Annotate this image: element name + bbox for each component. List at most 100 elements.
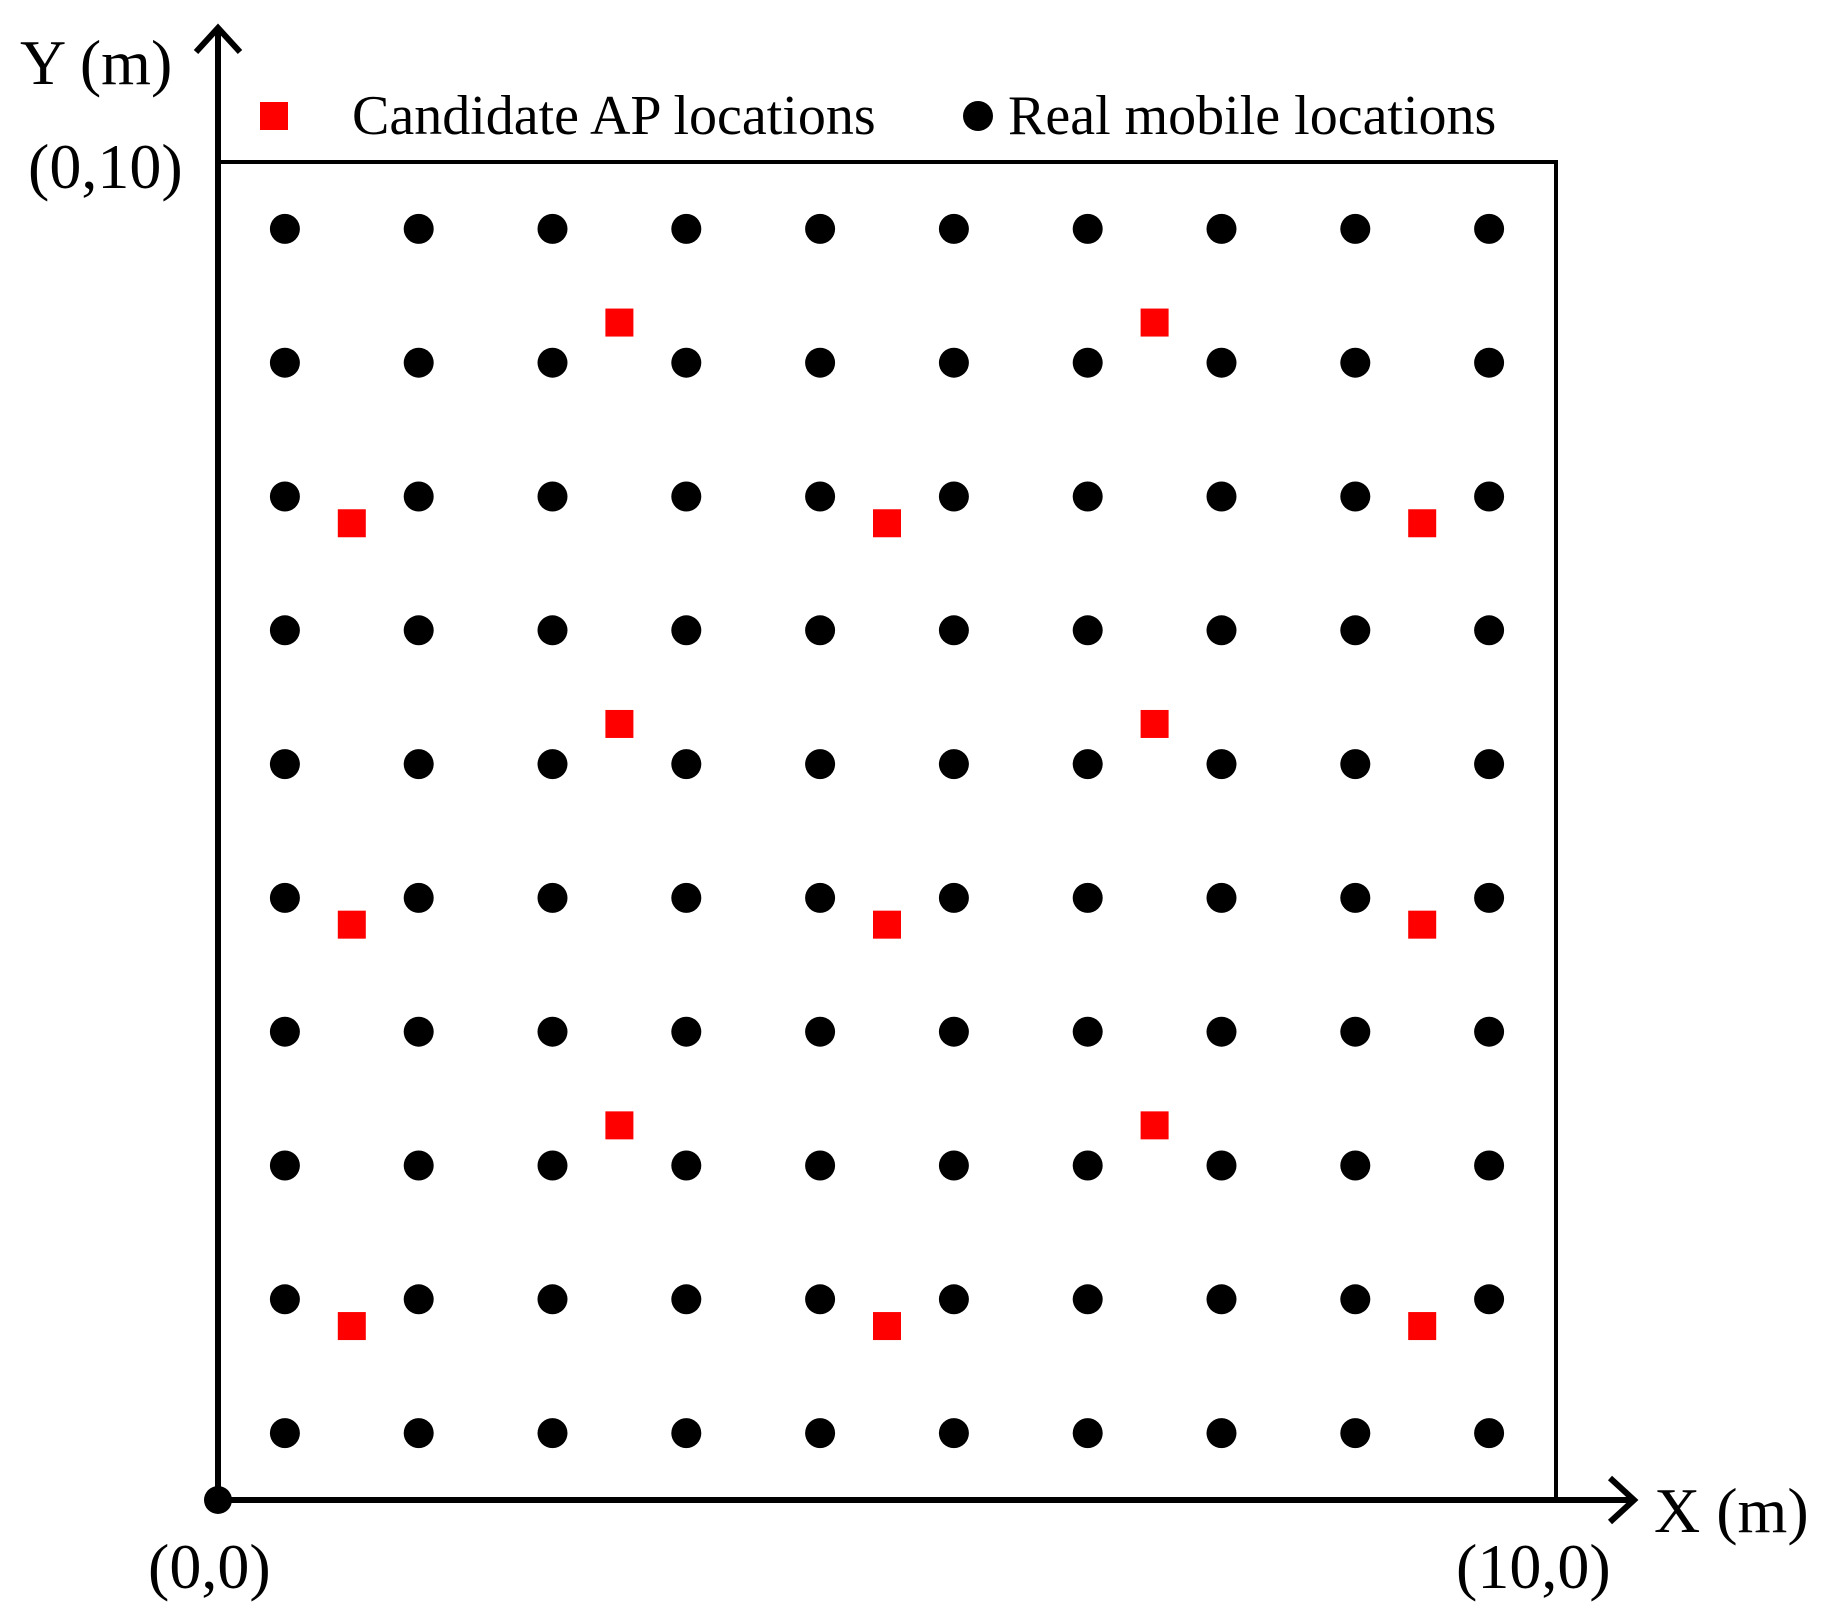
mobile-location-dot <box>1340 1418 1371 1449</box>
ap-location-square <box>605 709 634 738</box>
y-axis-label: Y (m) <box>20 27 172 98</box>
mobile-location-dot <box>537 749 568 780</box>
legend: Candidate AP locations Real mobile locat… <box>260 85 1496 147</box>
mobile-location-dot <box>1474 1284 1505 1315</box>
mobile-location-dot <box>1340 347 1371 378</box>
mobile-location-dot <box>1072 347 1103 378</box>
mobile-location-dot <box>1206 1418 1237 1449</box>
mobile-location-dot <box>805 347 836 378</box>
ap-location-square <box>337 910 366 939</box>
legend-ap-label: Candidate AP locations <box>352 85 876 147</box>
ap-location-square <box>873 1312 901 1341</box>
mobile-location-dot <box>537 615 568 646</box>
mobile-location-dot <box>269 213 300 244</box>
mobile-location-dot <box>671 1418 702 1449</box>
legend-ap-swatch <box>260 102 288 130</box>
ap-location-square <box>1408 1312 1437 1341</box>
mobile-location-dot <box>671 1016 702 1047</box>
mobile-location-dot <box>1072 213 1103 244</box>
mobile-location-dot <box>403 213 434 244</box>
mobile-location-dot <box>671 615 702 646</box>
mobile-location-dot <box>537 882 568 913</box>
mobile-location-dot <box>1206 1284 1237 1315</box>
mobile-location-dot <box>1474 481 1505 512</box>
mobile-location-dot <box>1206 882 1237 913</box>
mobile-location-dot <box>1072 481 1103 512</box>
ap-location-square <box>873 509 901 538</box>
mobile-location-dot <box>1072 1150 1103 1181</box>
legend-mobile-label: Real mobile locations <box>1008 85 1496 147</box>
mobile-location-dot <box>403 749 434 780</box>
mobile-location-dot <box>1340 749 1371 780</box>
mobile-location-dot <box>1474 615 1505 646</box>
mobile-location-dot <box>671 1284 702 1315</box>
mobile-location-dot <box>1474 1418 1505 1449</box>
mobile-location-dot <box>403 1418 434 1449</box>
mobile-location-dot <box>938 213 969 244</box>
mobile-location-dot <box>403 481 434 512</box>
mobile-location-dot <box>537 1016 568 1047</box>
mobile-location-dot <box>269 1150 300 1181</box>
mobile-location-dot <box>671 347 702 378</box>
mobile-location-dot <box>1340 882 1371 913</box>
mobile-location-dot <box>805 481 836 512</box>
x-max-label: (10,0) <box>1456 1531 1611 1602</box>
mobile-location-dot <box>269 749 300 780</box>
y-max-label: (0,10) <box>28 131 183 202</box>
x-axis-arrowhead <box>1607 1475 1639 1525</box>
mobile-location-dot <box>1072 882 1103 913</box>
mobile-location-dot <box>938 882 969 913</box>
mobile-location-dot <box>537 1418 568 1449</box>
mobile-location-dot <box>1072 615 1103 646</box>
mobile-location-dot <box>938 347 969 378</box>
ap-location-square <box>1140 1111 1169 1140</box>
y-axis-arrowhead <box>193 23 243 55</box>
mobile-location-dot <box>403 1284 434 1315</box>
mobile-location-dot <box>269 1016 300 1047</box>
mobile-location-dot <box>805 1284 836 1315</box>
mobile-location-dot <box>938 1284 969 1315</box>
mobile-location-dot <box>938 1016 969 1047</box>
mobile-location-dot <box>1474 213 1505 244</box>
mobile-location-dot <box>805 1016 836 1047</box>
mobile-location-dot <box>805 882 836 913</box>
mobile-location-dot <box>1340 615 1371 646</box>
mobile-location-dot <box>671 749 702 780</box>
mobile-location-dot <box>1072 1418 1103 1449</box>
mobile-location-dot <box>269 1418 300 1449</box>
mobile-location-dot <box>537 1284 568 1315</box>
mobile-location-dot <box>269 1284 300 1315</box>
ap-location-square <box>873 910 901 939</box>
ap-location-square <box>337 1312 366 1341</box>
mobile-location-dot <box>1340 481 1371 512</box>
mobile-location-dot <box>269 615 300 646</box>
mobile-location-dot <box>403 347 434 378</box>
mobile-location-dot <box>537 347 568 378</box>
mobile-location-dot <box>1474 1150 1505 1181</box>
mobile-location-dot <box>938 749 969 780</box>
mobile-location-dot <box>1474 882 1505 913</box>
mobile-locations <box>269 213 1505 1449</box>
mobile-location-dot <box>1072 1016 1103 1047</box>
mobile-location-dot <box>1206 481 1237 512</box>
mobile-location-dot <box>805 749 836 780</box>
mobile-location-dot <box>671 882 702 913</box>
origin-marker <box>204 1486 232 1514</box>
mobile-location-dot <box>1340 213 1371 244</box>
mobile-location-dot <box>1340 1150 1371 1181</box>
legend-mobile-swatch <box>963 101 993 131</box>
mobile-location-dot <box>938 1418 969 1449</box>
mobile-location-dot <box>269 481 300 512</box>
mobile-location-dot <box>403 882 434 913</box>
mobile-location-dot <box>805 1150 836 1181</box>
mobile-location-dot <box>938 1150 969 1181</box>
mobile-location-dot <box>537 481 568 512</box>
ap-location-square <box>1140 308 1169 337</box>
ap-location-square <box>1408 509 1437 538</box>
mobile-location-dot <box>1474 1016 1505 1047</box>
mobile-location-dot <box>269 347 300 378</box>
mobile-location-dot <box>1072 1284 1103 1315</box>
x-axis-label: X (m) <box>1654 1475 1809 1546</box>
mobile-location-dot <box>671 481 702 512</box>
